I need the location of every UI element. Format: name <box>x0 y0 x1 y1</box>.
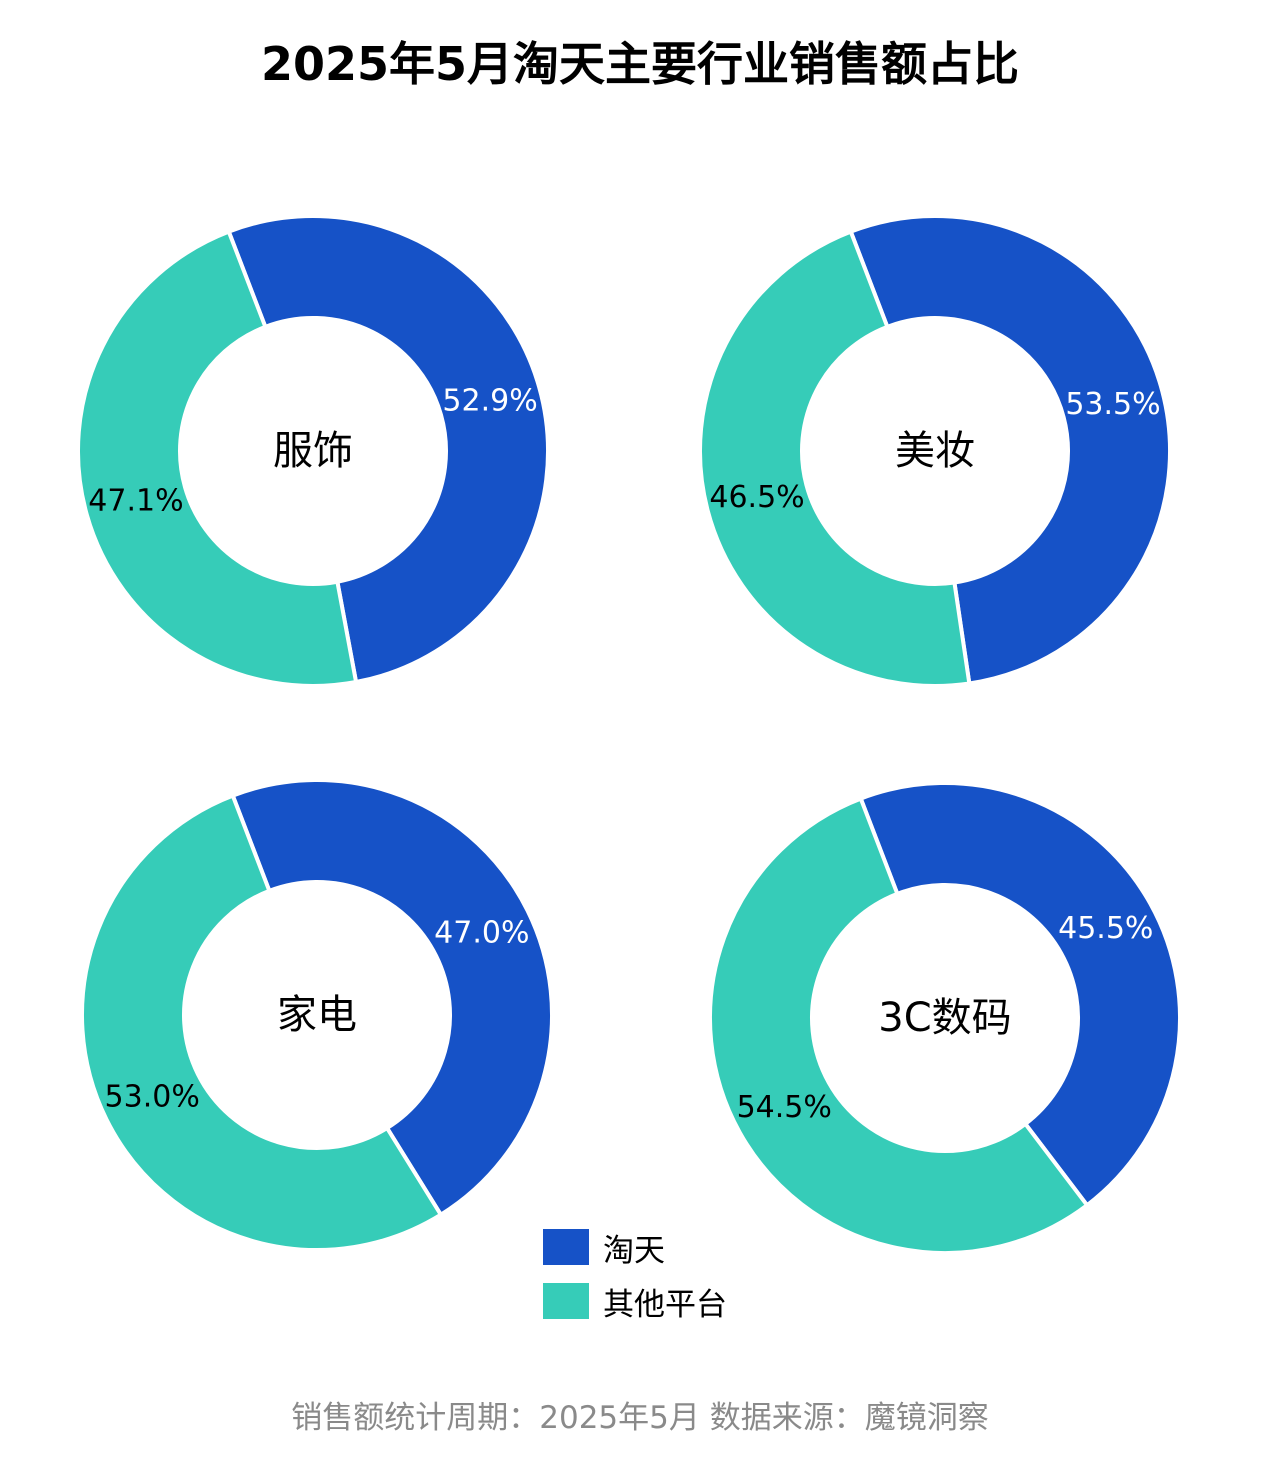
legend-label-taotian: 淘天 <box>603 1232 665 1269</box>
donut-slice-3-1 <box>707 796 1090 1256</box>
donut-value-label-3-1: 54.5% <box>737 1090 832 1125</box>
donut-slice-2-1 <box>80 793 444 1252</box>
donut-value-label-0-0: 52.9% <box>442 383 537 418</box>
donut-center-label-3: 3C数码 <box>878 995 1011 1041</box>
donut-slice-2-0 <box>230 778 554 1218</box>
donut-value-label-2-0: 47.0% <box>434 916 529 951</box>
legend-swatch-other <box>543 1283 589 1319</box>
donut-value-label-2-1: 53.0% <box>105 1079 200 1114</box>
donut-slice-1-0 <box>848 214 1172 686</box>
chart-title: 2025年5月淘天主要行业销售额占比 <box>260 37 1020 91</box>
donut-value-label-1-0: 53.5% <box>1065 387 1160 422</box>
legend: 淘天 其他平台 <box>543 1228 727 1336</box>
donut-value-label-0-1: 47.1% <box>88 484 183 519</box>
legend-label-other: 其他平台 <box>603 1286 727 1323</box>
donut-center-label-1: 美妆 <box>895 428 975 474</box>
legend-item-other: 其他平台 <box>543 1282 727 1323</box>
legend-swatch-taotian <box>543 1229 589 1265</box>
donut-slice-0-0 <box>226 214 550 685</box>
donut-slice-0-1 <box>76 229 359 688</box>
donut-center-label-2: 家电 <box>277 992 357 1038</box>
donut-value-label-3-0: 45.5% <box>1058 911 1153 946</box>
legend-item-taotian: 淘天 <box>543 1228 727 1269</box>
donut-slice-1-1 <box>698 229 972 688</box>
donut-value-label-1-1: 46.5% <box>709 480 804 515</box>
donut-center-label-0: 服饰 <box>273 428 353 474</box>
donut-slice-3-0 <box>858 781 1182 1208</box>
footer-source-note: 销售额统计周期：2025年5月 数据来源：魔镜洞察 <box>291 1400 989 1436</box>
donut-charts: 52.9% 47.1% 服饰 53.5% 46.5% 美妆 47.0% 53.0% 家电 45.5… <box>76 214 1182 1256</box>
